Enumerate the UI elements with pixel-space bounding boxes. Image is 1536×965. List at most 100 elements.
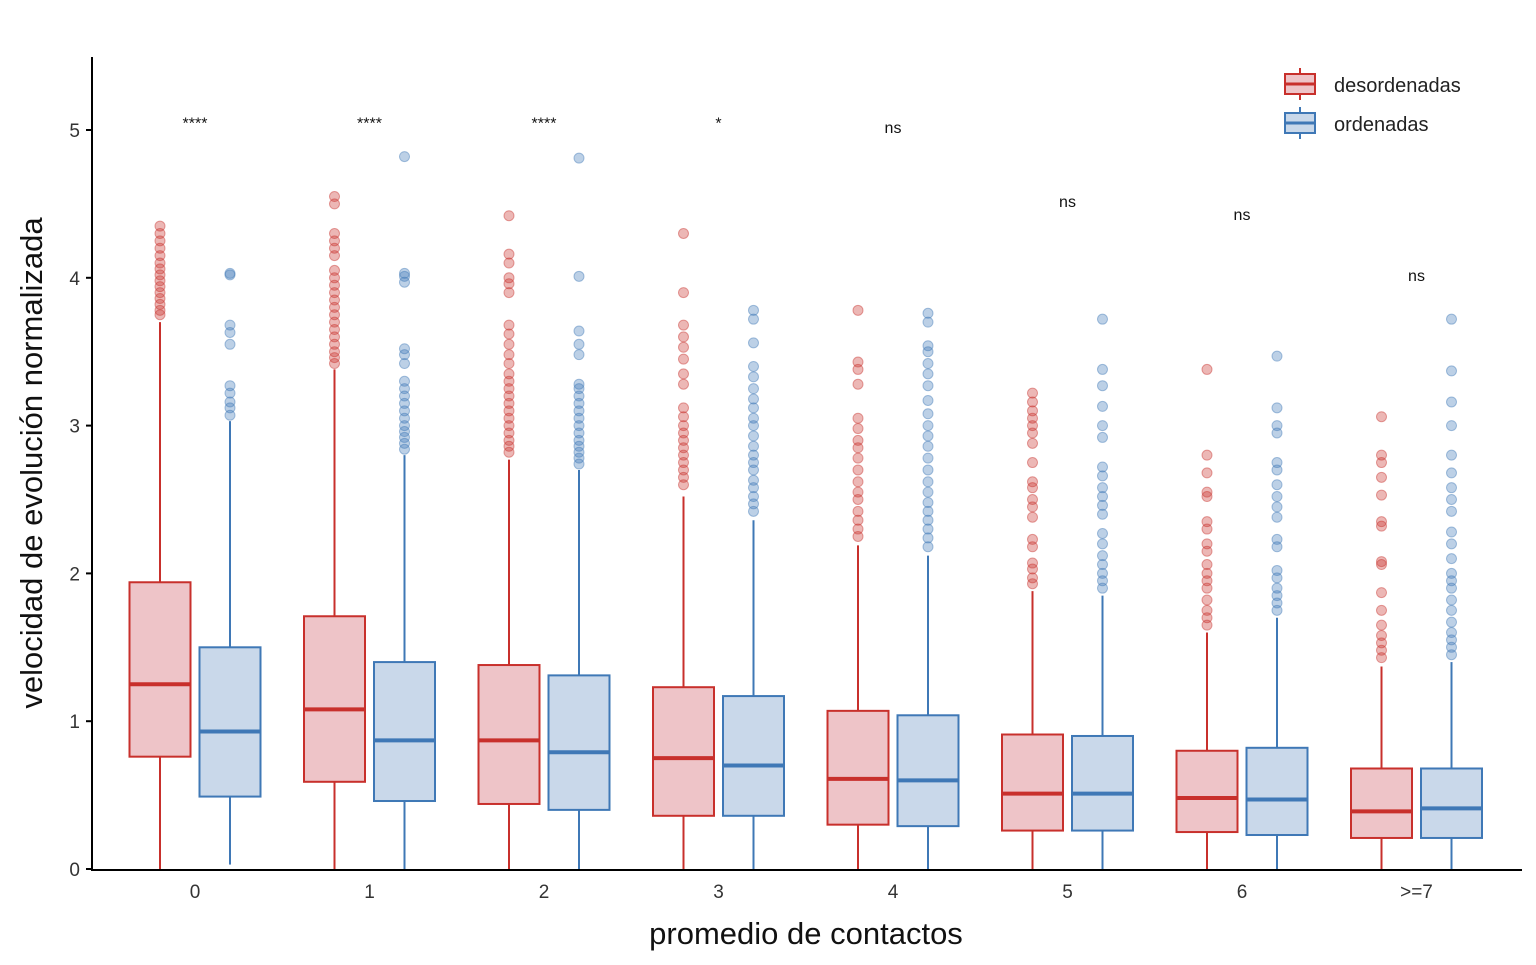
outlier-point — [329, 338, 340, 350]
outlier-point — [503, 412, 515, 424]
significance-label: **** — [532, 116, 557, 133]
outlier-point — [1446, 575, 1457, 587]
outlier-point — [329, 358, 340, 370]
outlier-point — [678, 457, 689, 469]
legend-item-ordenadas[interactable]: ordenadas — [1284, 107, 1429, 139]
outlier-point — [852, 505, 864, 517]
outlier-point — [399, 151, 410, 163]
outlier-point — [503, 383, 515, 395]
x-tick-label: 1 — [364, 882, 375, 903]
box-desordenadas-2 — [477, 459, 541, 869]
outlier-point — [1376, 559, 1387, 571]
outlier-point — [748, 402, 759, 414]
iqr-box — [1175, 749, 1239, 834]
outlier-point — [922, 452, 934, 464]
outlier-point — [1027, 511, 1038, 523]
outlier-point — [399, 431, 410, 443]
outlier-point — [748, 420, 759, 432]
outlier-point — [1271, 427, 1283, 439]
outlier-point — [1097, 431, 1108, 443]
outlier-point — [399, 358, 410, 370]
outlier-point — [1097, 567, 1108, 579]
outlier-point — [573, 378, 585, 390]
outlier-point — [922, 420, 934, 432]
outlier-point — [748, 505, 759, 517]
outlier-point — [678, 341, 689, 353]
outlier-point — [922, 505, 934, 517]
y-tick-label: 1 — [69, 712, 80, 733]
legend-item-desordenadas[interactable]: desordenadas — [1284, 68, 1461, 100]
y-tick-label: 2 — [69, 564, 80, 585]
outlier-point — [399, 405, 410, 417]
outlier-point — [1446, 604, 1457, 616]
iqr-box — [1071, 734, 1134, 832]
outlier-point — [224, 267, 236, 279]
x-tick-label: 2 — [539, 882, 550, 903]
y-tick-label: 5 — [69, 121, 80, 142]
outlier-point — [1376, 652, 1387, 664]
outlier-point — [503, 397, 515, 409]
outlier-point — [678, 287, 689, 299]
outlier-point — [399, 437, 410, 449]
x-tick-label: 6 — [1237, 882, 1248, 903]
iqr-box — [1001, 733, 1064, 832]
outlier-point — [503, 272, 515, 284]
outlier-point — [1097, 363, 1108, 375]
iqr-box — [303, 615, 366, 783]
outlier-point — [1376, 604, 1387, 616]
outlier-point — [154, 242, 166, 254]
outlier-point — [573, 349, 585, 361]
outlier-point — [678, 464, 689, 476]
outlier-point — [1446, 449, 1457, 461]
outlier-point — [1271, 597, 1283, 609]
outlier-point — [748, 491, 759, 503]
iqr-box — [652, 686, 715, 817]
outlier-point — [1376, 629, 1387, 641]
outlier-point — [922, 496, 934, 508]
outlier-point — [399, 270, 410, 282]
outlier-point — [1376, 637, 1387, 649]
outlier-point — [224, 269, 236, 281]
y-tick-label: 3 — [69, 417, 80, 438]
outlier-point — [573, 405, 585, 417]
outlier-point — [1376, 619, 1387, 631]
iqr-box — [1245, 746, 1309, 837]
outlier-point — [922, 408, 934, 420]
outlier-point — [1446, 649, 1457, 661]
outlier-point — [1271, 402, 1283, 414]
outlier-point — [922, 430, 934, 442]
iqr-box — [477, 664, 541, 805]
outlier-point — [573, 338, 585, 350]
outlier-point — [1446, 482, 1457, 494]
outlier-point — [503, 390, 515, 402]
outlier-point — [1097, 538, 1108, 550]
outlier-point — [1097, 508, 1108, 520]
box-ordenadas->=7 — [1420, 662, 1483, 869]
outlier-point — [922, 358, 934, 370]
outlier-point — [748, 464, 759, 476]
outlier-point — [154, 269, 166, 281]
outlier-point — [1097, 582, 1108, 594]
outlier-point — [1201, 582, 1213, 594]
outlier-point — [329, 191, 340, 203]
outlier-point — [922, 316, 934, 328]
outlier-point — [922, 307, 934, 319]
y-axis-title: velocidad de evolución normalizada — [14, 217, 49, 709]
outlier-point — [1271, 511, 1283, 523]
outlier-point — [852, 530, 864, 542]
outlier-point — [1376, 520, 1387, 532]
outlier-point — [678, 378, 689, 390]
outlier-point — [1027, 557, 1038, 569]
outlier-point — [503, 440, 515, 452]
outlier-point — [154, 287, 166, 299]
outlier-point — [1097, 313, 1108, 325]
outlier-point — [573, 383, 585, 395]
outlier-point — [678, 319, 689, 331]
outlier-point — [1027, 482, 1038, 494]
outlier-point — [224, 319, 236, 331]
axes-layer — [91, 57, 1522, 871]
outlier-point — [154, 281, 166, 293]
outlier-point — [852, 523, 864, 535]
x-tick-label: 5 — [1062, 882, 1073, 903]
outlier-point — [852, 356, 864, 368]
